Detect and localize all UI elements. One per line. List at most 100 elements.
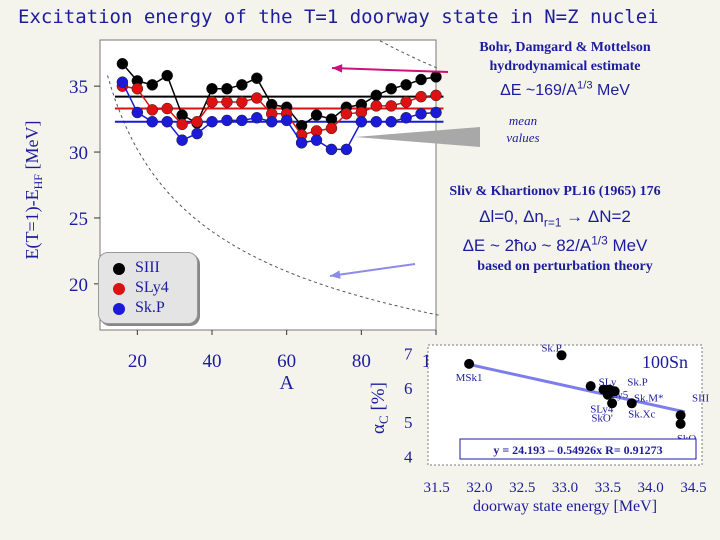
- inset-point-label: Sk.P: [627, 377, 648, 389]
- series-line-siii: [121, 63, 437, 127]
- inset-point: [464, 358, 475, 369]
- data-point: [265, 115, 278, 128]
- y-tick-label: 25: [69, 209, 88, 230]
- data-point: [415, 108, 427, 120]
- data-point: [176, 134, 188, 146]
- inset-y-tick-label: 6: [404, 379, 413, 398]
- inset-y-tick-label: 4: [404, 447, 413, 466]
- inset-y-tick-label: 7: [404, 345, 413, 364]
- data-point: [191, 127, 203, 140]
- page-title: Excitation energy of the T=1 doorway sta…: [18, 6, 659, 28]
- data-point: [206, 115, 218, 128]
- fit-label-box: [459, 438, 697, 460]
- inset-point: [609, 386, 620, 397]
- sliv-arrow: [329, 263, 416, 277]
- data-point: [161, 69, 173, 82]
- inset-point-label: SLy4: [590, 404, 614, 416]
- data-point: [236, 114, 248, 127]
- x-tick-label: 60: [277, 351, 296, 372]
- mean-line1: mean: [508, 113, 538, 128]
- y-tick-label: 20: [69, 275, 88, 296]
- data-point: [176, 118, 188, 131]
- data-point: [430, 89, 442, 102]
- legend-label-sly4: SLy4: [135, 279, 169, 296]
- inset-point: [585, 381, 596, 392]
- data-point: [400, 112, 412, 124]
- bohr-formula: ΔE ~169/A1/3 MeV: [440, 80, 690, 100]
- data-point: [206, 83, 218, 95]
- inset-point: [556, 350, 567, 361]
- y-tick-label: 35: [69, 77, 88, 98]
- data-point: [370, 100, 383, 112]
- y-axis-label: E(T=1)-EHF [MeV]: [22, 121, 45, 260]
- bohr-arrow-head: [332, 64, 343, 73]
- data-point: [415, 90, 427, 103]
- data-point: [236, 96, 248, 108]
- sliv-quantum: Δl=0, Δnr=1 → ΔN=2: [395, 207, 715, 229]
- inset-x-axis-label: doorway state energy [MeV]: [473, 498, 657, 515]
- inset-point-label: SkO': [591, 412, 613, 424]
- data-point: [310, 109, 323, 121]
- mean-values-pointer: [355, 127, 480, 147]
- inset-y-axis-label: αC [%]: [368, 382, 391, 434]
- sliv-energy-text: ΔE ~ 2ħω ~ 82/A1/3 MeV: [462, 233, 648, 255]
- inset-x-tick-label: 32.5: [509, 480, 535, 496]
- data-point: [340, 108, 353, 120]
- estimate-curve-0: [379, 40, 440, 70]
- x-axis-label: A: [279, 372, 294, 394]
- data-point: [385, 83, 397, 95]
- legend-marker-sly4: [113, 283, 125, 295]
- inset-point-label: Sk.M*: [634, 392, 664, 404]
- mean-line2: values: [506, 130, 540, 145]
- data-point: [131, 83, 144, 95]
- fit-label: y = 24.193 – 0.54926x R= 0.91273: [493, 443, 662, 457]
- data-point: [161, 115, 173, 128]
- data-point: [146, 104, 159, 116]
- bohr-line1: Bohr, Damgard & Mottelson: [479, 40, 651, 55]
- legend-marker-siii: [113, 263, 125, 275]
- sliv-quantum-text: Δl=0, Δnr=1 → ΔN=2: [479, 207, 631, 230]
- data-point: [146, 115, 159, 128]
- legend-label-skp: Sk.P: [135, 299, 165, 316]
- data-point: [325, 122, 338, 135]
- fit-line: [468, 362, 686, 414]
- x-tick-label: 20: [128, 351, 147, 372]
- data-point: [385, 100, 397, 112]
- perturbation-note: based on perturbation theory: [477, 259, 653, 274]
- data-point: [400, 96, 412, 108]
- data-point: [385, 115, 397, 128]
- inset-point: [607, 398, 618, 409]
- data-point: [236, 79, 248, 91]
- bohr-formula-text: ΔE ~169/A1/3 MeV: [500, 80, 630, 100]
- data-point: [191, 115, 203, 128]
- inset-x-tick-label: 33.0: [552, 480, 578, 496]
- data-point: [251, 92, 263, 104]
- inset-tag: 100Sn: [642, 352, 688, 372]
- x-tick-label: 80: [352, 351, 371, 372]
- inset-x-tick-label: 34.5: [680, 480, 706, 496]
- bohr-arrow: [331, 67, 449, 73]
- data-point: [221, 114, 233, 127]
- inset-x-tick-label: 33.5: [595, 480, 621, 496]
- x-tick-label: 40: [203, 351, 222, 372]
- inset-point-label: Sk.Xc: [628, 408, 655, 420]
- data-point: [340, 143, 353, 156]
- data-point: [221, 83, 233, 95]
- estimate-curve-1: [107, 75, 440, 316]
- inset-point-label: Sk.P: [541, 342, 562, 354]
- sliv-energy: ΔE ~ 2ħω ~ 82/A1/3 MeV: [395, 233, 715, 256]
- inset-point: [675, 418, 686, 429]
- data-point: [161, 102, 173, 115]
- legend-label-siii: SIII: [135, 259, 160, 276]
- bohr-line2: hydrodynamical estimate: [489, 59, 641, 74]
- inset-x-tick-label: 32.0: [466, 480, 492, 496]
- inset-point-label: SIII: [692, 392, 709, 404]
- data-point: [251, 72, 263, 84]
- mean-values-annotation: mean values: [478, 112, 568, 146]
- bohr-annotation: Bohr, Damgard & Mottelson hydrodynamical…: [440, 38, 690, 76]
- series-line-skp: [121, 81, 437, 151]
- legend-marker-skp: [113, 303, 125, 315]
- inset-x-tick-label: 31.5: [423, 480, 449, 496]
- data-point: [295, 137, 308, 149]
